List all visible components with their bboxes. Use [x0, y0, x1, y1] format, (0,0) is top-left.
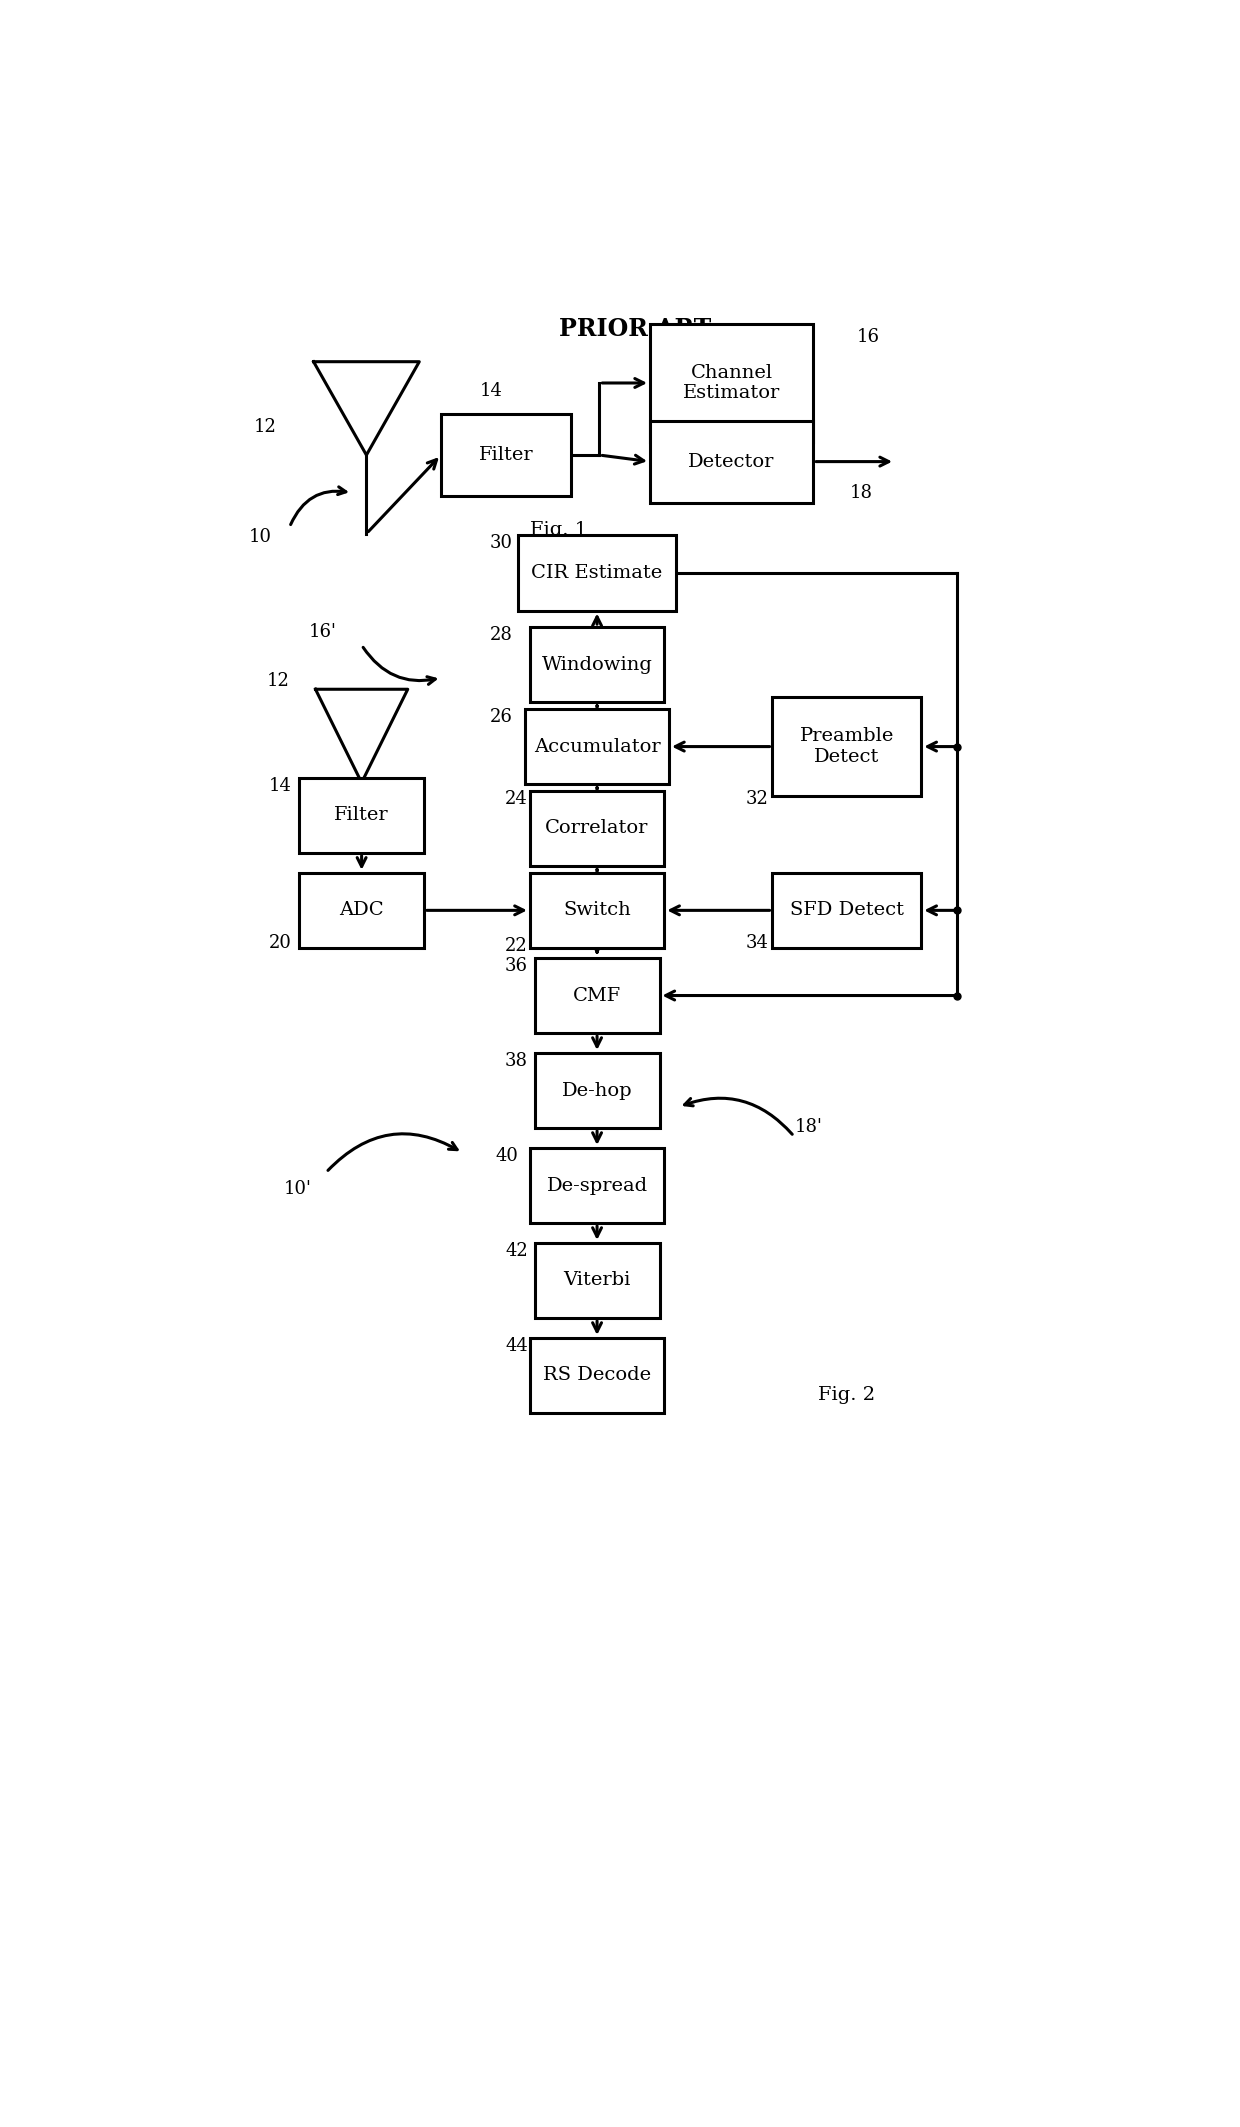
Text: 22: 22 — [505, 938, 528, 955]
Text: CIR Estimate: CIR Estimate — [532, 564, 662, 583]
Text: Viterbi: Viterbi — [563, 1272, 631, 1289]
Text: SFD Detect: SFD Detect — [790, 902, 904, 919]
Text: CMF: CMF — [573, 987, 621, 1004]
Text: 16: 16 — [857, 328, 879, 347]
Text: De-spread: De-spread — [547, 1176, 647, 1195]
Text: 28: 28 — [490, 625, 512, 644]
Text: 42: 42 — [505, 1242, 528, 1259]
Text: Fig. 2: Fig. 2 — [818, 1387, 875, 1404]
Text: 30: 30 — [490, 534, 512, 553]
Text: 10: 10 — [249, 527, 273, 547]
Text: Fig. 1: Fig. 1 — [529, 521, 588, 540]
FancyBboxPatch shape — [299, 872, 424, 949]
FancyBboxPatch shape — [650, 421, 813, 502]
Text: 14: 14 — [480, 383, 502, 400]
Text: PRIOR ART: PRIOR ART — [559, 317, 712, 340]
FancyBboxPatch shape — [529, 627, 665, 702]
Text: 34: 34 — [745, 934, 768, 953]
FancyBboxPatch shape — [529, 791, 665, 866]
Text: Windowing: Windowing — [542, 655, 652, 674]
Text: Accumulator: Accumulator — [533, 738, 661, 755]
Text: Channel
Estimator: Channel Estimator — [683, 364, 780, 402]
FancyBboxPatch shape — [650, 323, 813, 442]
FancyBboxPatch shape — [529, 1149, 665, 1223]
Text: 40: 40 — [496, 1146, 518, 1166]
Text: Preamble
Detect: Preamble Detect — [800, 727, 894, 766]
Text: 38: 38 — [505, 1053, 528, 1070]
Text: 12: 12 — [267, 672, 289, 689]
Text: 24: 24 — [505, 789, 528, 808]
Text: 20: 20 — [269, 934, 291, 953]
Text: Filter: Filter — [335, 806, 389, 825]
Text: Filter: Filter — [479, 447, 533, 464]
FancyBboxPatch shape — [534, 1053, 660, 1127]
Text: Correlator: Correlator — [546, 819, 649, 838]
Text: Detector: Detector — [688, 453, 775, 470]
FancyBboxPatch shape — [299, 778, 424, 853]
FancyBboxPatch shape — [518, 536, 676, 610]
Text: 18: 18 — [849, 483, 873, 502]
Text: 32: 32 — [745, 789, 768, 808]
Text: RS Decode: RS Decode — [543, 1366, 651, 1385]
Text: 26: 26 — [490, 708, 512, 725]
FancyBboxPatch shape — [773, 872, 921, 949]
Text: 44: 44 — [505, 1338, 528, 1355]
Text: 10': 10' — [283, 1180, 311, 1198]
Text: Switch: Switch — [563, 902, 631, 919]
FancyBboxPatch shape — [534, 1242, 660, 1319]
FancyBboxPatch shape — [534, 957, 660, 1034]
Text: De-hop: De-hop — [562, 1081, 632, 1100]
Text: 16': 16' — [309, 623, 337, 640]
FancyBboxPatch shape — [441, 415, 570, 496]
FancyBboxPatch shape — [773, 698, 921, 795]
Text: 36: 36 — [505, 957, 528, 974]
FancyBboxPatch shape — [529, 1338, 665, 1412]
Text: 14: 14 — [269, 776, 291, 795]
Text: 12: 12 — [254, 419, 277, 436]
Text: ADC: ADC — [340, 902, 384, 919]
Text: 18': 18' — [795, 1117, 822, 1136]
FancyBboxPatch shape — [525, 708, 670, 785]
FancyBboxPatch shape — [529, 872, 665, 949]
